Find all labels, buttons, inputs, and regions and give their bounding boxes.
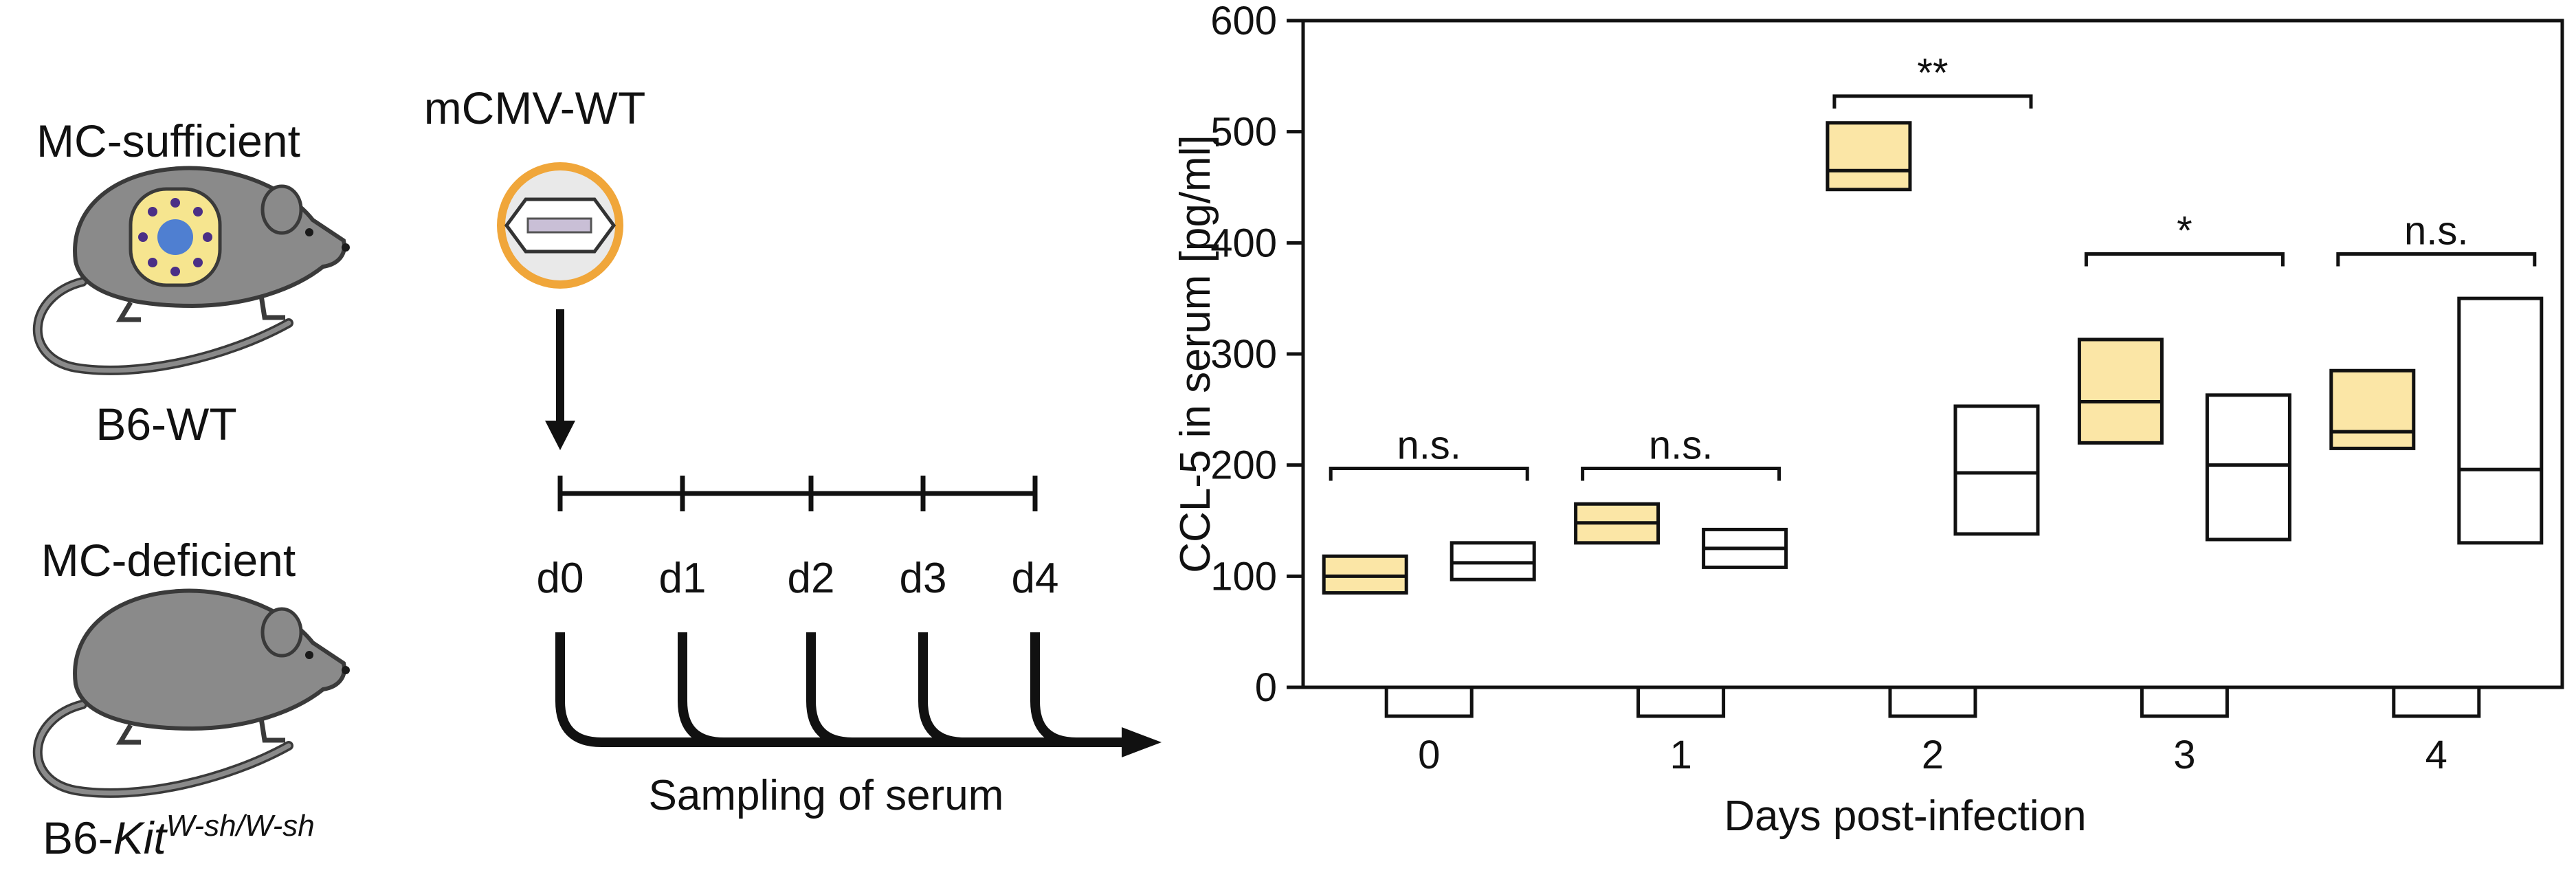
- mc-deficient-label: MC-deficient: [41, 535, 296, 586]
- significance-brackets: n.s. n.s.*** n.s.: [1329, 51, 2537, 481]
- significance-bracket: [1329, 467, 1529, 481]
- kit-strain-label: B6-KitW-sh/W-sh: [43, 809, 315, 863]
- virus-icon: [497, 162, 623, 289]
- box-mc-sufficient: [2329, 368, 2416, 450]
- significance-label: n.s.: [2404, 209, 2469, 254]
- x-tick: [1384, 685, 1474, 718]
- x-tick-label: 1: [1669, 733, 1691, 777]
- x-tick: [1888, 685, 1977, 718]
- timepoint-label: d1: [659, 555, 707, 602]
- timepoint-label: d0: [537, 555, 584, 602]
- kit-strain-allele: W-sh/W-sh: [166, 809, 315, 843]
- mc-sufficient-label: MC-sufficient: [36, 115, 300, 166]
- x-axis: 0 1 2 3 4: [1384, 685, 2481, 777]
- significance-label: n.s.: [1649, 423, 1713, 468]
- x-axis-title: Days post-infection: [1724, 792, 2086, 840]
- box-mc-sufficient: [1825, 121, 1912, 192]
- significance-bracket: [1581, 467, 1781, 481]
- significance-bracket: [2084, 252, 2285, 267]
- significance-bracket: [1832, 94, 2033, 109]
- box-mc-deficient: [2457, 296, 2544, 545]
- significance-label: n.s.: [1397, 423, 1461, 468]
- kit-strain-prefix: B6-: [43, 812, 113, 863]
- y-tick-label: 0: [1255, 665, 1277, 710]
- x-tick-label: 3: [2173, 733, 2195, 777]
- kit-strain-gene: Kit: [113, 812, 168, 863]
- y-tick-label: 600: [1210, 0, 1277, 43]
- y-axis-title: CCL-5 in serum [pg/ml]: [1172, 135, 1219, 573]
- wt-strain-label: B6-WT: [96, 399, 236, 449]
- sampling-arrowhead-icon: [1122, 727, 1162, 757]
- virus-label: mCMV-WT: [424, 82, 646, 133]
- x-tick-label: 4: [2425, 733, 2447, 777]
- mouse-kit-icon: [33, 588, 350, 798]
- mouse-wt-icon: [33, 166, 350, 375]
- x-tick: [2392, 685, 2481, 718]
- significance-label: *: [2177, 209, 2192, 254]
- sampling-label: Sampling of serum: [649, 772, 1004, 819]
- sampling-arrow-icon: [555, 632, 1127, 747]
- x-tick-label: 2: [1922, 733, 1944, 777]
- infection-arrow-icon: [545, 309, 575, 450]
- x-tick-label: 0: [1418, 733, 1440, 777]
- y-tick-label: 400: [1210, 221, 1277, 265]
- mast-cell-icon: [129, 187, 222, 287]
- x-tick: [2140, 685, 2229, 718]
- box-mc-deficient: [2205, 393, 2291, 542]
- box-mc-sufficient: [2077, 337, 2164, 445]
- y-tick-label: 100: [1210, 554, 1277, 599]
- plot-frame: [1301, 19, 2564, 689]
- timepoint-label: d3: [900, 555, 947, 602]
- timepoint-label: d4: [1012, 555, 1059, 602]
- timeline: [557, 476, 1038, 511]
- y-axis: 0 100 200 300 400 500 600: [1210, 0, 1303, 710]
- y-tick-label: 300: [1210, 332, 1277, 377]
- box-mc-deficient: [1953, 404, 2040, 536]
- significance-bracket: [2336, 252, 2537, 267]
- x-tick: [1636, 685, 1726, 718]
- significance-label: **: [1917, 51, 1948, 96]
- timepoint-label: d2: [788, 555, 835, 602]
- y-tick-label: 500: [1210, 110, 1277, 155]
- box-series: [1322, 121, 2544, 595]
- y-tick-label: 200: [1210, 443, 1277, 488]
